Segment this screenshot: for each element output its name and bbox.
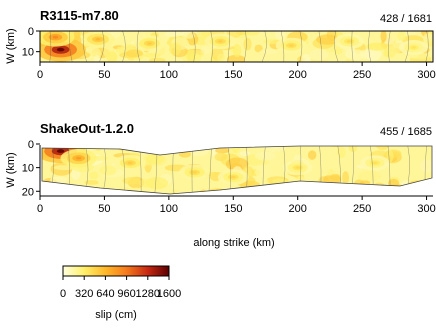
x-tick-label: 150 [224,69,242,81]
panel1-ylabel: W (km) [5,28,17,63]
x-tick-label: 50 [98,69,110,81]
y-tick-label: 10 [22,47,34,59]
y-tick-label: 0 [28,139,34,151]
colorbar-tick-label: 0 [60,288,66,300]
colorbar-label: slip (cm) [95,309,137,321]
colorbar-tick-label: 1600 [157,288,181,300]
slip-hotspot [295,166,300,169]
panel-shakeout: ShakeOut-1.2.0 455 / 1685 W (km) 0 50 100 1… [5,121,436,249]
slip-hotspot [192,171,197,174]
x-tick-label: 250 [353,69,371,81]
slip-hotspot [75,156,82,160]
x-tick-label: 200 [289,69,307,81]
y-tick-label: 20 [22,186,34,198]
slip-hotspot [52,35,59,39]
slip-hotspot [230,175,236,179]
x-tick-label: 250 [353,203,371,215]
panel2-ylabel: W (km) [5,152,17,187]
x-tick-label: 300 [417,69,435,81]
x-tick-label: 100 [160,203,178,215]
slip-hotspot [288,44,294,47]
x-tick-label: 100 [160,69,178,81]
y-tick-label: 0 [28,26,34,38]
slip-hotspot [56,149,65,153]
colorbar-tick-label: 1280 [136,288,160,300]
slip-hotspot [147,42,152,45]
slip-hotspot [411,46,416,49]
colorbar-tick-label: 960 [117,288,135,300]
x-tick-label: 0 [37,69,43,81]
x-tick-label: 300 [417,203,435,215]
colorbar-gradient [62,265,170,277]
x-tick-label: 200 [289,203,307,215]
x-tick-label: 0 [37,203,43,215]
slip-hotspot [346,40,352,43]
slip-hotspot [372,161,378,165]
slip-hotspot [127,161,133,165]
panel2-xlabel: along strike (km) [193,237,274,249]
panel1-stat: 428 / 1681 [380,13,432,25]
panel2-stat: 455 / 1685 [380,126,432,138]
slip-hotspot [95,38,101,41]
panel1-title: R3115-m7.80 [40,8,119,23]
panel1-frame [39,30,434,63]
panel2-title: ShakeOut-1.2.0 [40,121,134,136]
x-tick-label: 50 [98,203,110,215]
colorbar-tick-label: 640 [96,288,114,300]
panel-r3115: R3115-m7.80 428 / 1681 W (km) 0 50 100 150 2… [5,8,436,81]
slip-hotspot [218,40,223,43]
colorbar-tick-label: 320 [75,288,93,300]
x-tick-label: 150 [224,203,242,215]
panel2-outline [41,145,433,195]
y-tick-label: 10 [22,163,34,175]
panel1-heatmap [40,31,433,62]
slip-hotspot [56,47,65,52]
